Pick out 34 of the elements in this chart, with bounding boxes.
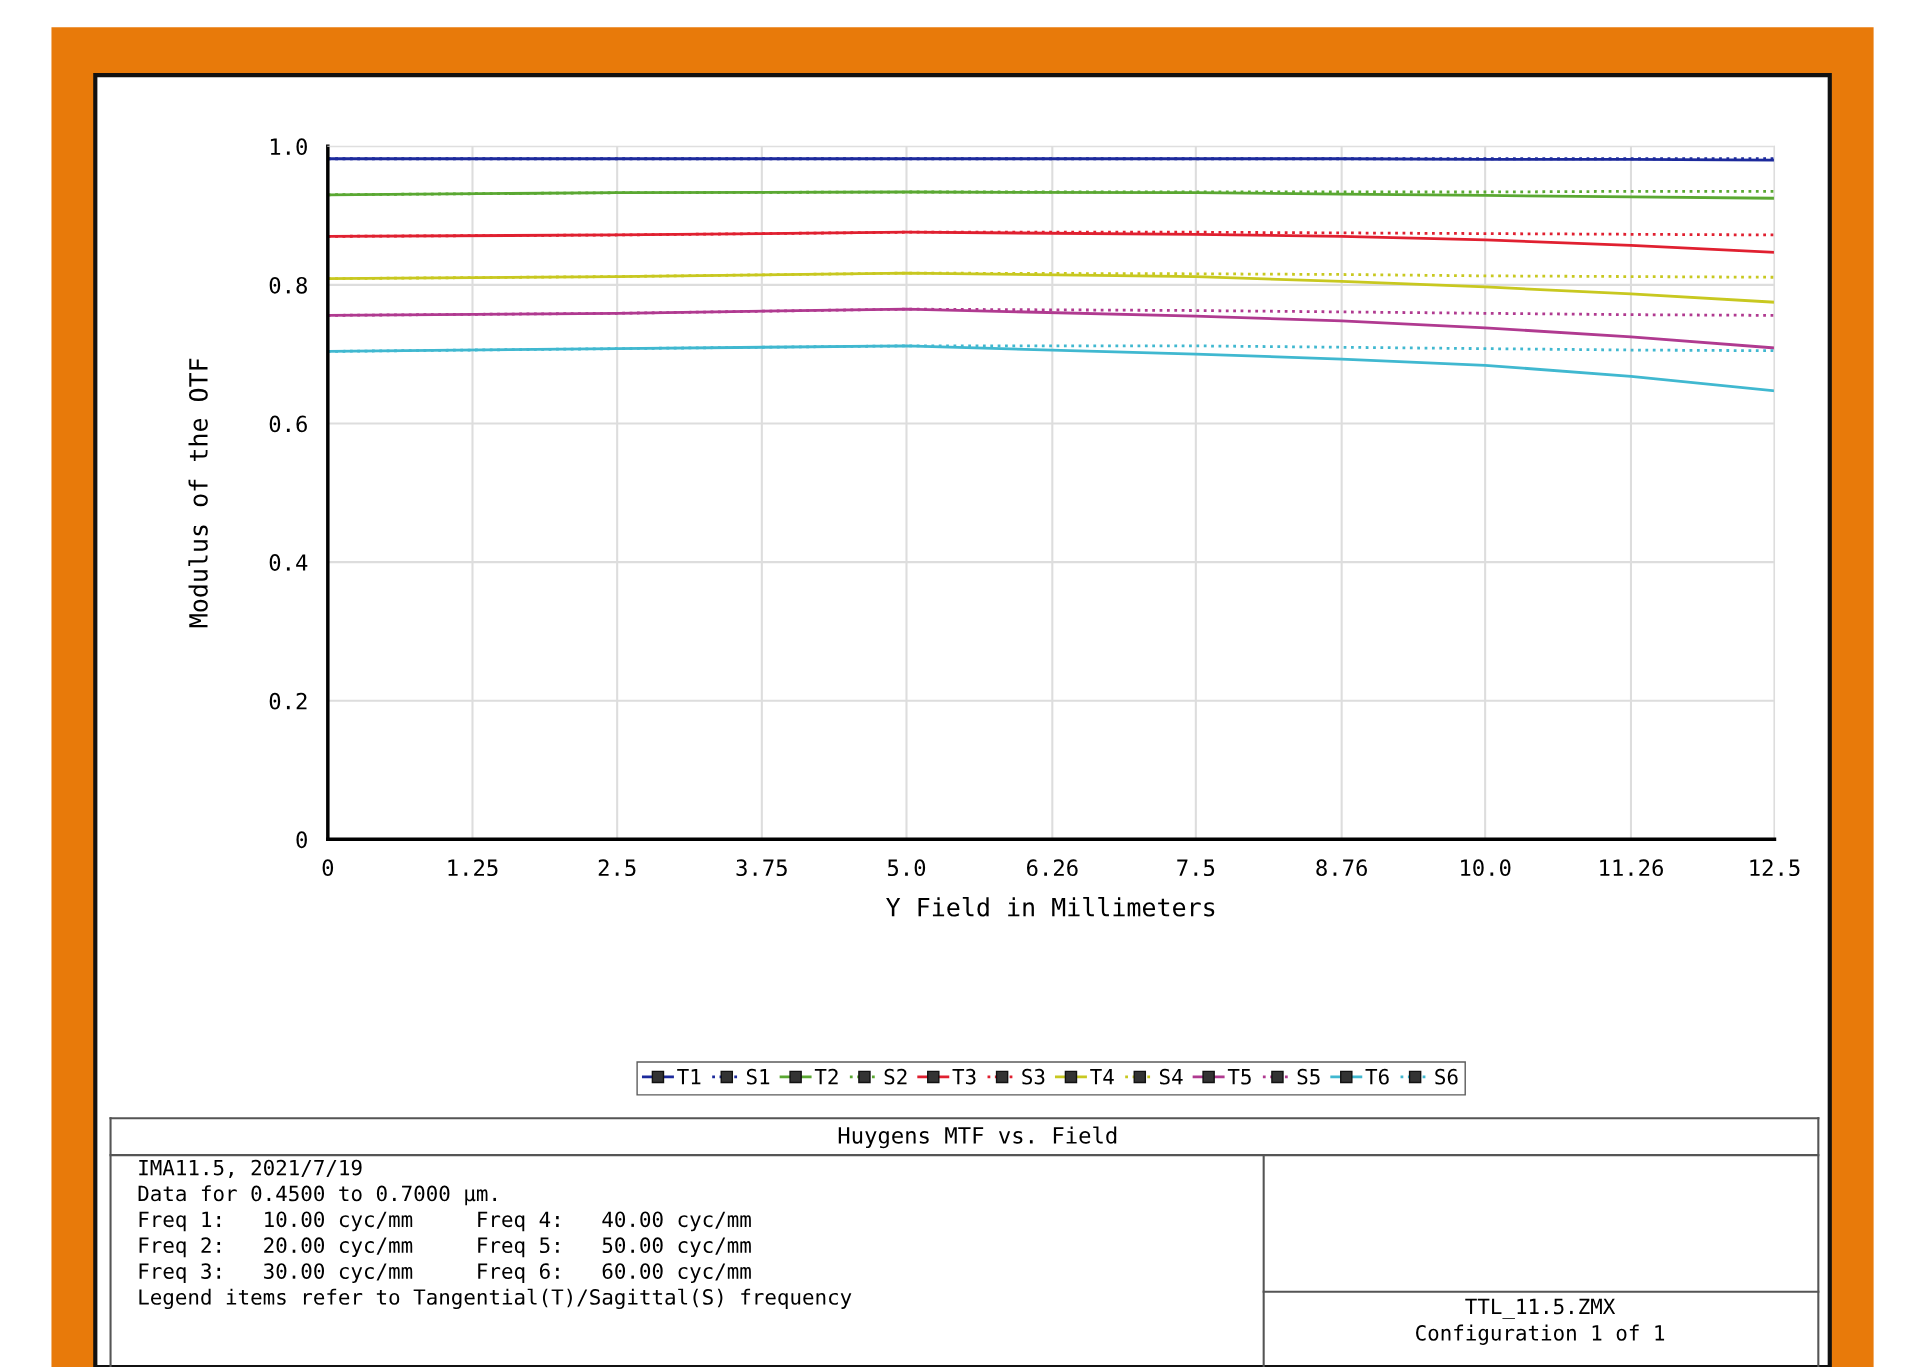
legend-label: S5 [1297,1068,1320,1085]
x-tick-label: 11.26 [1600,859,1663,877]
text: TTL_11.5.ZMX Configuration 1 of 1 [1416,1298,1665,1345]
legend-label: S4 [1159,1068,1183,1085]
x-tick-label: 8.76 [1316,859,1367,877]
x-tick-label: 0 [322,859,334,877]
legend-label: T1 [677,1069,701,1085]
legend-label: T5 [1227,1069,1251,1085]
x-tick-label: 1.25 [448,859,498,877]
legend-label: T4 [1090,1069,1114,1085]
x-tick-label: 12.5 [1750,859,1800,877]
legend-label: T6 [1365,1068,1389,1085]
legend-label: S1 [746,1068,770,1085]
x-tick-label: 10.0 [1461,859,1511,877]
legend-label: S6 [1435,1068,1458,1085]
x-axis-title: Y Field in Millimeters [886,897,1215,917]
y-tick-label: 0.2 [269,692,307,710]
text: Huygens MTF vs. Field [838,1126,1117,1149]
y-tick-label: 0.8 [269,276,307,294]
y-axis-title: Modulus of the OTF [188,358,208,628]
legend-label: T2 [814,1068,838,1085]
y-tick-label: 1.0 [270,138,307,156]
legend-label: S2 [884,1068,907,1085]
x-tick-label: 3.75 [736,859,787,877]
y-tick-label: 0 [296,831,307,849]
x-tick-label: 5.0 [887,859,926,877]
legend-label: S3 [1022,1068,1045,1085]
legend-label: T3 [952,1068,976,1085]
y-tick-label: 0.4 [269,554,308,571]
x-tick-label: 6.26 [1027,859,1078,877]
text: IMA11.5, 2021/7/19 Data for 0.4500 to 0.7000 µm. Freq 1: 10.00 cyc/mm Freq 4: 40.00 cyc/mm Freq 2: 20.00 cyc/mm Freq 5: 50.00 cyc/mm Freq 3: 30.00 cyc/mm Freq 6: 60.00 cyc/mm Legend items refer to Tangential(T)/Sagittal(S) frequency [138,1159,852,1310]
y-tick-label: 0.6 [269,415,307,433]
x-tick-label: 2.5 [598,859,636,877]
x-tick-label: 7.5 [1177,859,1215,877]
